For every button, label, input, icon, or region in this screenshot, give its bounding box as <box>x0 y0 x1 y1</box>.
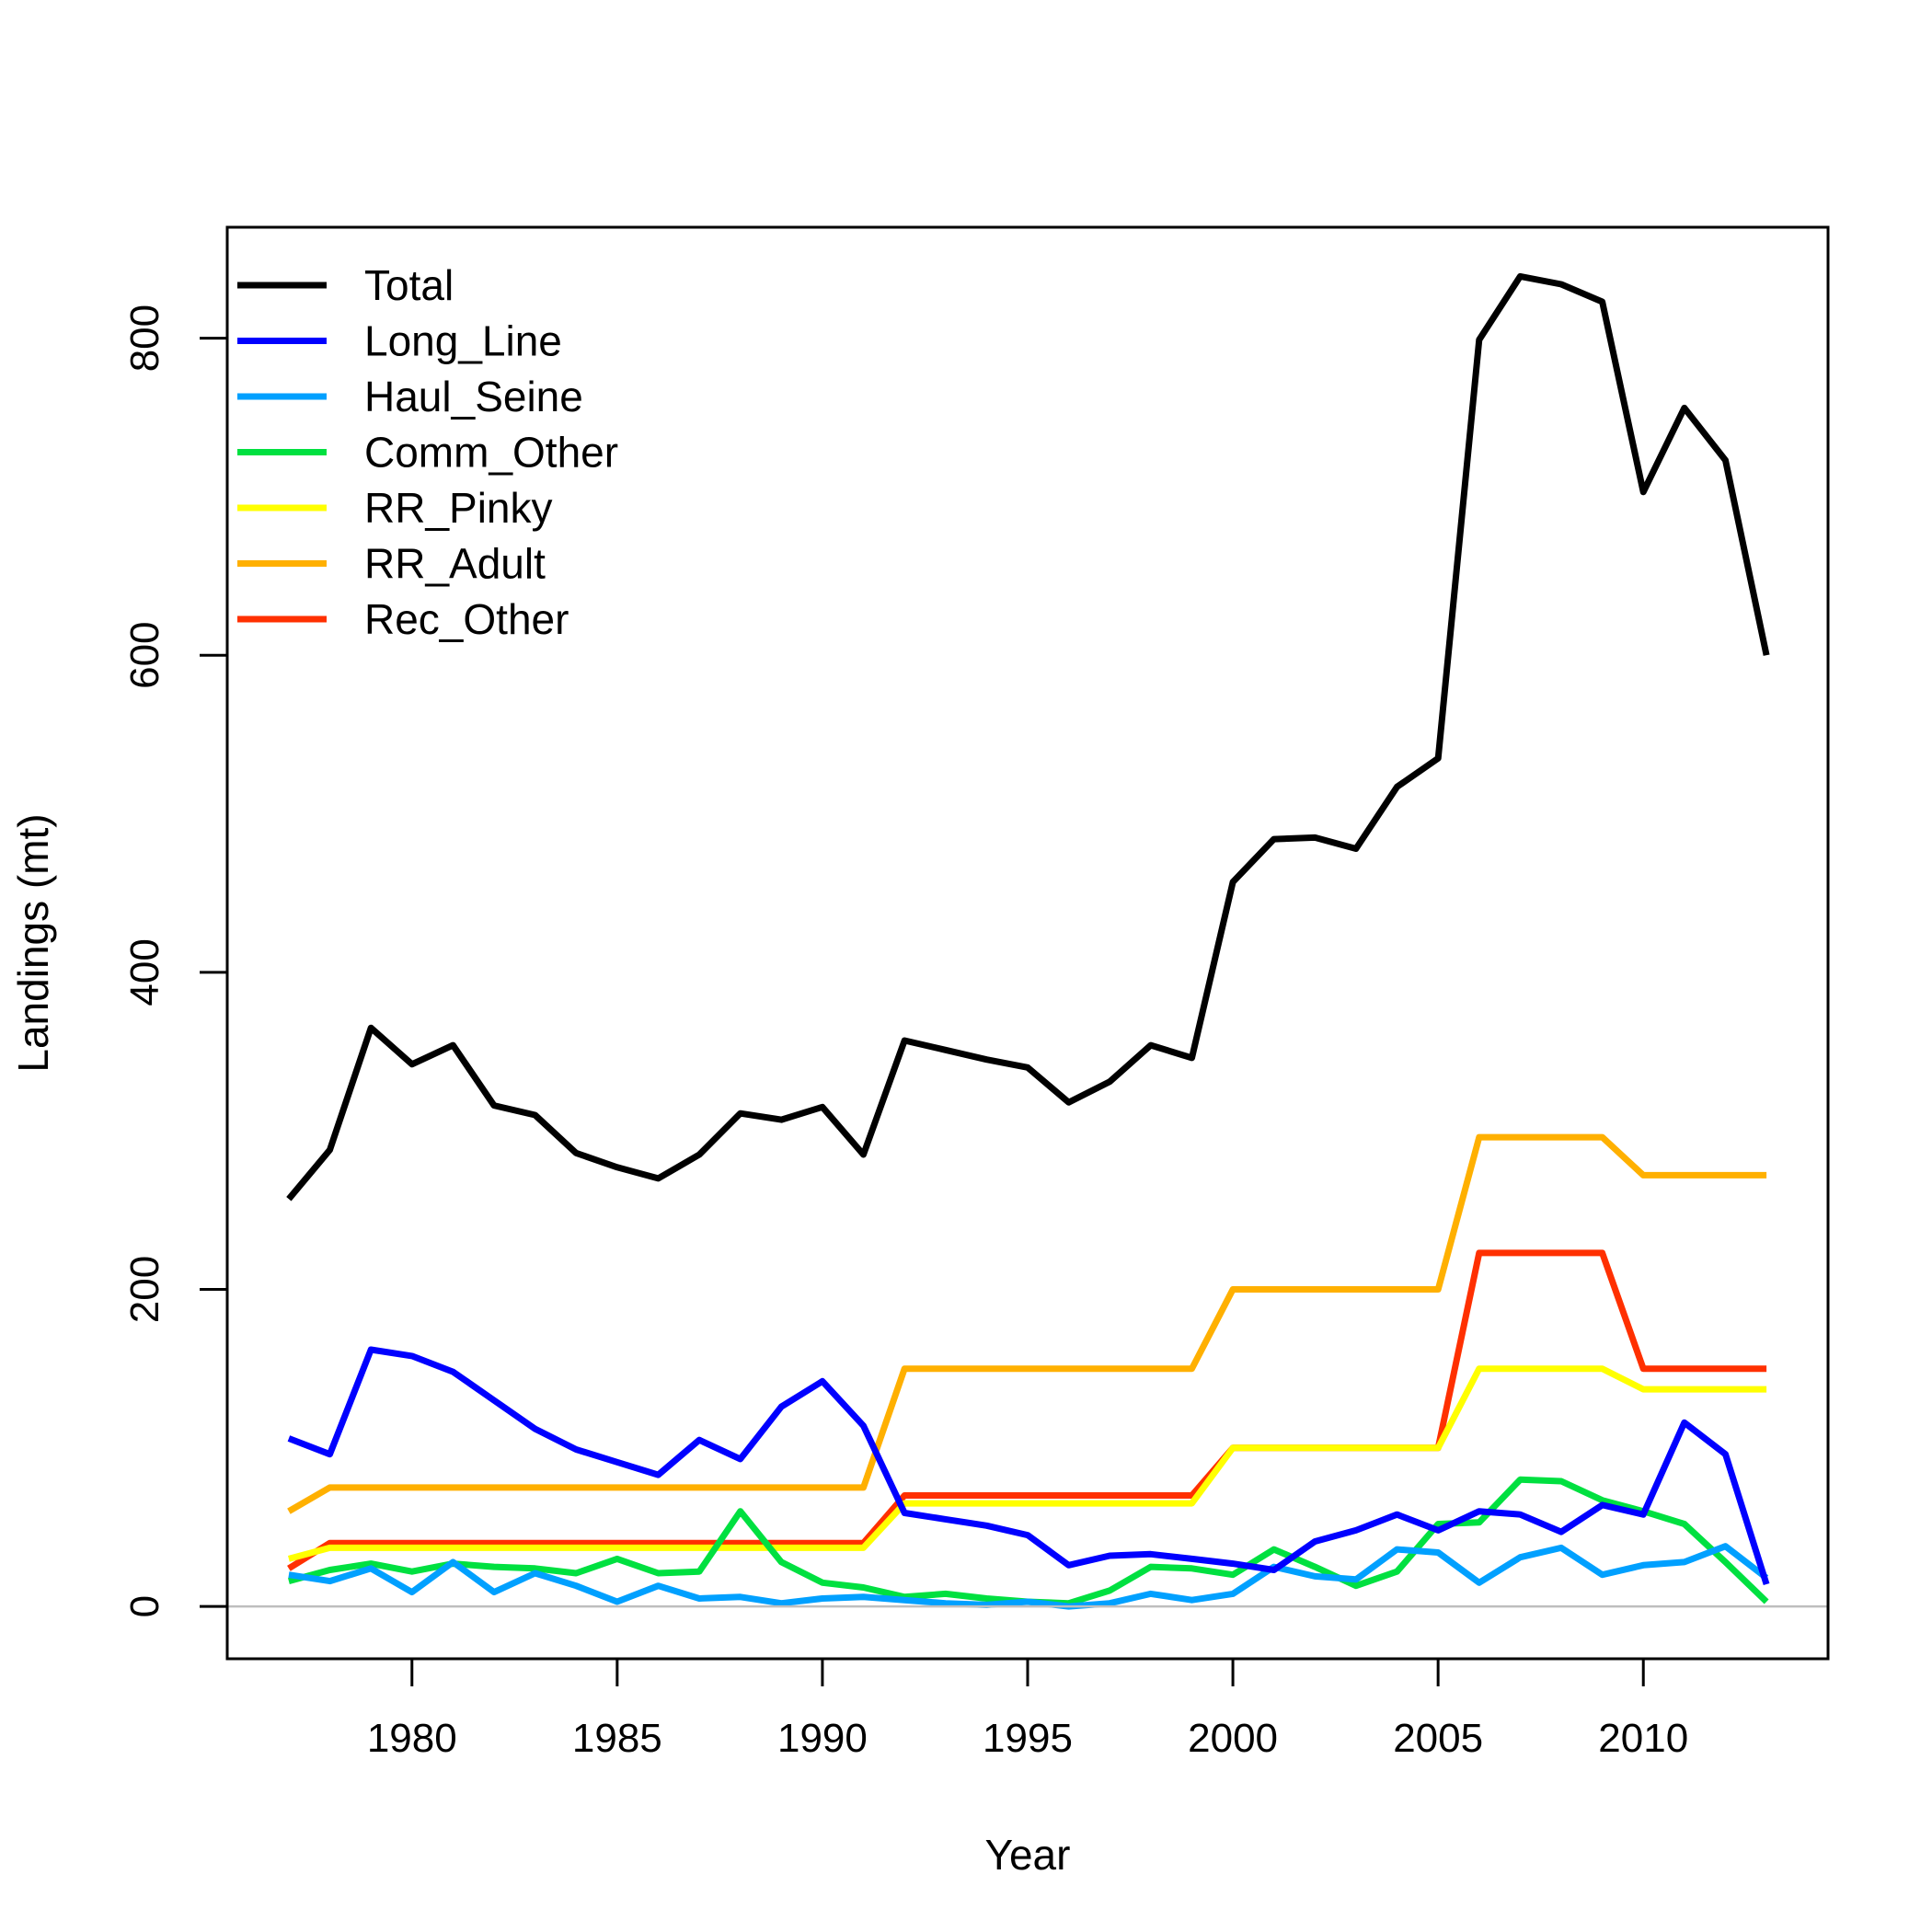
series-line-rec-other <box>287 1249 1767 1571</box>
y-tick-label-200: 200 <box>122 1256 167 1323</box>
x-tick-label-1985: 1985 <box>572 1716 662 1761</box>
x-tick-label-2010: 2010 <box>1598 1716 1688 1761</box>
y-axis: 0 200 400 600 800 <box>122 305 229 1617</box>
y-axis-title: Landings (mt) <box>9 813 57 1072</box>
x-tick-label-1990: 1990 <box>777 1716 868 1761</box>
legend-label-comm-other: Comm_Other <box>364 429 618 477</box>
x-tick-label-1995: 1995 <box>983 1716 1073 1761</box>
series-line-haul-seine <box>288 1543 1769 1610</box>
legend-label-haul-seine: Haul_Seine <box>364 373 583 420</box>
x-tick-label-2000: 2000 <box>1188 1716 1278 1761</box>
y-tick-label-400: 400 <box>122 938 167 1006</box>
y-tick-label-0: 0 <box>122 1595 167 1617</box>
legend-label-rr-pinky: RR_Pinky <box>364 484 553 532</box>
y-tick-label-800: 800 <box>122 305 167 372</box>
x-axis-title: Year <box>985 1831 1071 1879</box>
legend-label-rr-adult: RR_Adult <box>364 540 546 588</box>
legend: Total Long_Line Haul_Seine Comm_Other RR_Pin… <box>237 261 618 643</box>
legend-label-long-line: Long_Line <box>364 317 562 365</box>
x-axis: 1980 1985 1990 1995 2000 2005 2010 <box>367 1657 1688 1761</box>
x-tick-label-1980: 1980 <box>367 1716 457 1761</box>
series-layer <box>286 272 1770 1610</box>
series-line-rr-adult <box>287 1133 1767 1514</box>
series-line-total <box>286 272 1770 1202</box>
legend-label-rec-other: Rec_Other <box>364 595 569 643</box>
series-line-rr-pinky <box>287 1365 1767 1562</box>
x-tick-label-2005: 2005 <box>1393 1716 1483 1761</box>
series-line-long-line <box>287 1346 1770 1586</box>
legend-label-total: Total <box>364 261 454 309</box>
y-tick-label-600: 600 <box>122 621 167 688</box>
